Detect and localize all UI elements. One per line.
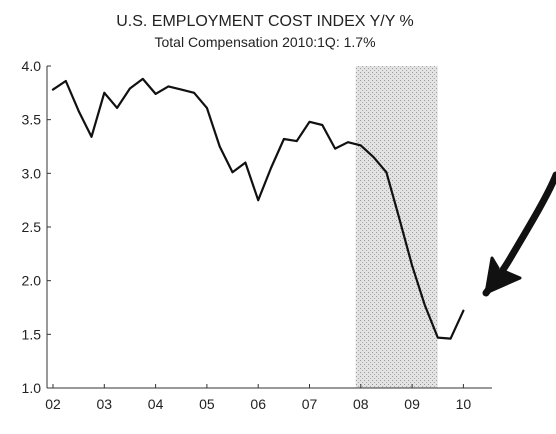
data-point (321, 124, 324, 126)
recession-shading (355, 66, 438, 388)
x-tick-label: 05 (199, 396, 215, 412)
data-point (167, 85, 170, 88)
data-point (257, 199, 260, 202)
x-tick-label: 07 (302, 396, 318, 412)
data-point (308, 120, 311, 123)
data-point (270, 167, 272, 169)
data-point (334, 147, 337, 150)
data-point (385, 171, 388, 174)
x-tick-label: 03 (97, 396, 113, 412)
data-point (154, 93, 157, 95)
x-tick-label: 06 (250, 396, 266, 412)
data-point (295, 140, 298, 143)
data-point (424, 304, 426, 307)
data-point (103, 91, 106, 94)
y-tick-label: 3.0 (22, 165, 42, 181)
data-point (398, 217, 401, 220)
chart-subtitle: Total Compensation 2010:1Q: 1.7% (154, 34, 375, 50)
data-point (206, 106, 208, 109)
data-point (449, 337, 452, 340)
y-tick-label: 2.0 (22, 273, 42, 289)
data-point (116, 106, 119, 109)
x-tick-label: 08 (353, 396, 369, 412)
series-points (52, 77, 465, 340)
data-point (282, 138, 285, 140)
data-point (411, 264, 413, 267)
y-tick-label: 1.0 (22, 380, 42, 396)
data-point (64, 80, 67, 82)
data-point (52, 88, 54, 91)
data-point (90, 135, 93, 138)
annotation-arrow-icon (482, 171, 556, 297)
data-point (359, 144, 362, 147)
data-point (180, 88, 183, 91)
x-tick-label: 02 (45, 396, 61, 412)
data-point (372, 156, 375, 159)
data-point (347, 141, 349, 144)
y-tick-label: 4.0 (22, 58, 42, 74)
data-point (141, 77, 144, 80)
data-point (77, 110, 80, 112)
data-point (193, 91, 195, 94)
y-tick-label: 3.5 (22, 112, 42, 128)
data-point (462, 309, 465, 312)
y-tick-label: 2.5 (22, 219, 42, 235)
x-tick-label: 09 (404, 396, 420, 412)
x-tick-label: 10 (456, 396, 472, 412)
x-axis: 02 03 04 05 06 07 08 09 10 (45, 384, 471, 412)
data-point (218, 145, 221, 148)
data-point (436, 336, 439, 339)
data-point (231, 171, 234, 174)
data-point (244, 161, 247, 164)
chart-title: U.S. EMPLOYMENT COST INDEX Y/Y % (116, 13, 414, 30)
x-tick-label: 04 (148, 396, 164, 412)
y-axis: 1.0 1.5 2.0 2.5 3.0 3.5 4.0 (22, 58, 51, 396)
data-point (129, 87, 131, 90)
y-tick-label: 1.5 (22, 326, 42, 342)
